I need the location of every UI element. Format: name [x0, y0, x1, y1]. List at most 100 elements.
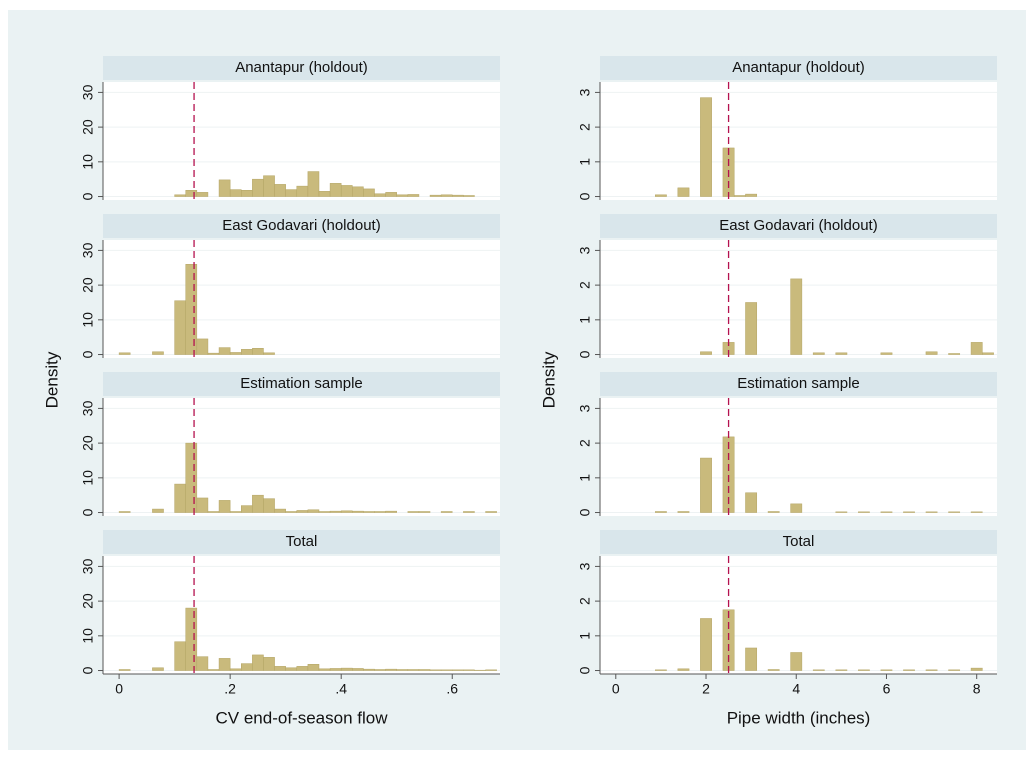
y-tick-label: 0 — [80, 508, 96, 516]
bar — [363, 511, 375, 513]
bar — [396, 669, 409, 671]
y-tick-label: 20 — [80, 277, 96, 293]
bar — [948, 511, 961, 513]
bar — [925, 511, 938, 513]
bar — [207, 669, 220, 671]
bar — [252, 494, 264, 513]
bar — [340, 185, 353, 197]
y-tick-label: 20 — [80, 119, 96, 135]
y-tick-label: 3 — [577, 88, 593, 96]
bar — [185, 264, 198, 355]
bar — [812, 669, 825, 671]
bar — [429, 194, 442, 197]
bar — [835, 352, 848, 355]
bar — [858, 669, 870, 671]
bar — [970, 511, 983, 513]
panel-header — [103, 56, 500, 80]
bar — [185, 607, 198, 671]
bar — [745, 193, 758, 197]
bar — [700, 618, 712, 671]
panel-header — [103, 530, 500, 554]
bar — [948, 353, 961, 355]
bar — [835, 511, 848, 513]
bar — [485, 669, 497, 671]
x-tick-label: .6 — [446, 681, 458, 697]
bar — [318, 191, 331, 197]
bar — [407, 669, 420, 671]
bar — [374, 193, 386, 197]
bar — [485, 511, 497, 513]
x-tick-label: 2 — [702, 681, 710, 697]
y-tick-label: 10 — [80, 312, 96, 328]
bar — [185, 442, 198, 513]
bar — [252, 348, 264, 355]
bar — [767, 669, 780, 671]
bar — [733, 195, 746, 197]
bar — [418, 669, 431, 671]
bar — [152, 508, 164, 513]
bar — [340, 510, 353, 513]
bar — [925, 351, 938, 355]
bar — [274, 666, 286, 671]
bar — [451, 669, 464, 671]
bar — [296, 185, 309, 197]
bar — [218, 500, 231, 513]
bar — [263, 352, 275, 355]
y-tick-label: 0 — [80, 350, 96, 358]
bar — [745, 492, 758, 513]
bar — [274, 508, 286, 513]
y-tick-label: 3 — [577, 404, 593, 412]
bar — [835, 669, 848, 671]
bar — [152, 351, 164, 355]
bar — [307, 509, 320, 513]
bar — [385, 192, 397, 197]
y-tick-label: 20 — [80, 593, 96, 609]
bar — [174, 300, 186, 355]
bar — [655, 194, 667, 197]
bar — [229, 668, 242, 671]
bar — [677, 511, 690, 513]
bar — [451, 194, 464, 197]
bar — [363, 668, 375, 671]
bar — [196, 656, 209, 671]
bar — [677, 668, 690, 671]
x-tick-label: 8 — [973, 681, 981, 697]
x-tick-label: 0 — [612, 681, 620, 697]
bar — [263, 657, 275, 671]
bar — [285, 511, 298, 513]
x-axis-label: CV end-of-season flow — [216, 708, 389, 727]
bar — [440, 669, 453, 671]
y-tick-label: 0 — [577, 192, 593, 200]
bar — [352, 668, 364, 671]
bar — [252, 178, 264, 197]
bar — [880, 352, 893, 355]
y-tick-label: 10 — [80, 470, 96, 486]
bar — [700, 97, 712, 197]
bar — [463, 511, 475, 513]
bar — [152, 667, 164, 671]
bar — [218, 347, 231, 355]
bar — [207, 511, 220, 513]
bar — [296, 666, 309, 671]
panel-header — [103, 372, 500, 396]
plot-area — [600, 398, 997, 516]
bar — [858, 511, 870, 513]
x-tick-label: 0 — [115, 681, 123, 697]
y-tick-label: 10 — [80, 154, 96, 170]
y-tick-label: 1 — [577, 316, 593, 324]
plot-area — [103, 556, 500, 674]
y-tick-label: 0 — [80, 192, 96, 200]
panel-header — [600, 214, 997, 238]
bar — [118, 511, 131, 513]
x-axis-label: Pipe width (inches) — [727, 708, 871, 727]
bar — [374, 669, 386, 671]
bar — [318, 668, 331, 671]
bar — [418, 511, 431, 513]
bar — [463, 195, 475, 197]
bar — [329, 668, 342, 671]
bar — [655, 669, 667, 671]
bar — [285, 189, 298, 197]
x-tick-label: .4 — [335, 681, 347, 697]
bar — [118, 669, 131, 671]
